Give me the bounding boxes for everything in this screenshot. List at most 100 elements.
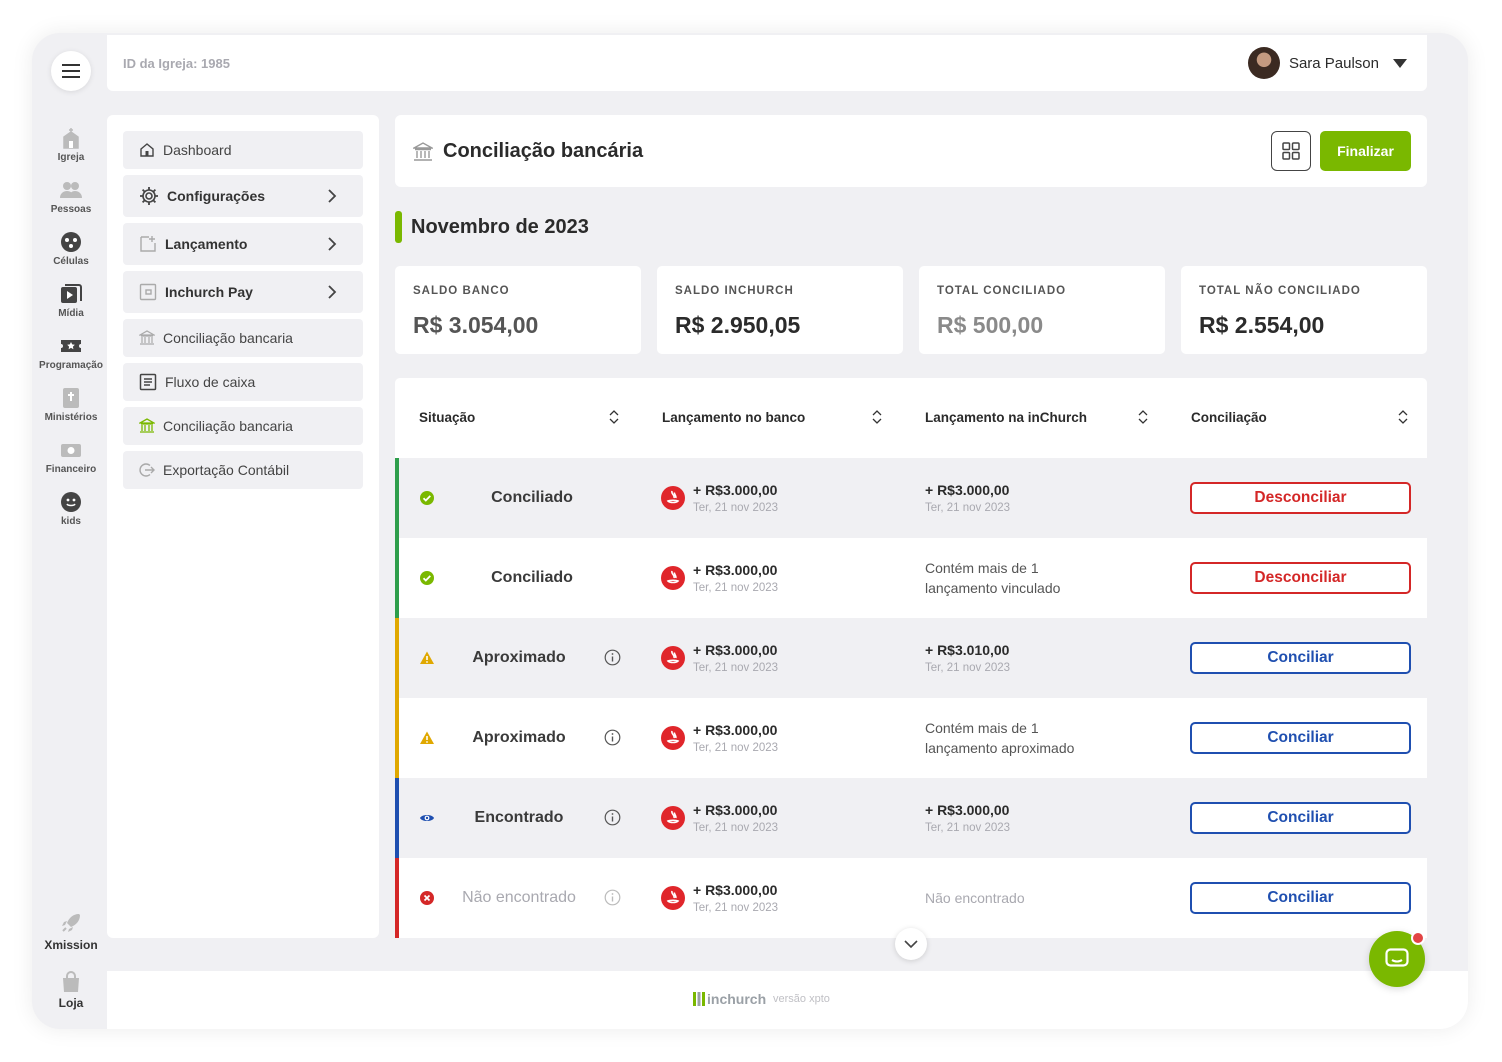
scroll-down-button[interactable] bbox=[895, 928, 927, 960]
brand-name: inchurch bbox=[707, 991, 767, 1007]
finalize-button[interactable]: Finalizar bbox=[1320, 131, 1411, 171]
subnav-label: Lançamento bbox=[165, 236, 248, 252]
chat-button[interactable] bbox=[1369, 931, 1425, 987]
kpi-value: R$ 500,00 bbox=[937, 312, 1044, 338]
inchurch-note: Contém mais de 1 lançamento vinculado bbox=[925, 558, 1125, 598]
unreconcile-button[interactable]: Desconciliar bbox=[1190, 562, 1411, 594]
status-label: Conciliado bbox=[491, 569, 573, 586]
rail-label: Xmission bbox=[44, 938, 98, 952]
reconcile-button[interactable]: Conciliar bbox=[1190, 802, 1411, 834]
shopping-bag-icon bbox=[63, 971, 79, 992]
rail-item-igreja[interactable]: Igreja bbox=[32, 127, 110, 163]
table-row: Conciliado + R$3.000,00 Ter, 21 nov 2023… bbox=[395, 458, 1427, 538]
gear-icon bbox=[140, 187, 158, 205]
subnav-label: Exportação Contábil bbox=[163, 462, 290, 478]
rail-item-kids[interactable]: kids bbox=[32, 491, 110, 527]
status-label: Aproximado bbox=[472, 729, 566, 746]
notification-dot bbox=[1411, 931, 1425, 945]
brand-logo: inchurch bbox=[693, 991, 766, 1007]
eye-icon bbox=[420, 815, 434, 821]
sort-icon[interactable] bbox=[1138, 410, 1148, 424]
add-document-icon bbox=[140, 236, 156, 252]
rail-label: Mídia bbox=[58, 308, 84, 319]
kpi-label: SALDO INCHURCH bbox=[675, 285, 794, 297]
wallet-icon bbox=[139, 283, 157, 301]
hamburger-icon bbox=[62, 64, 80, 78]
rail-item-xmission[interactable]: Xmission bbox=[32, 911, 110, 952]
kpi-label: SALDO BANCO bbox=[413, 285, 510, 297]
rail-item-celulas[interactable]: Células bbox=[32, 231, 110, 267]
status-accent bbox=[395, 778, 399, 858]
rail-item-programacao[interactable]: Programação bbox=[32, 335, 110, 371]
kpi-label: TOTAL NÃO CONCILIADO bbox=[1199, 285, 1361, 297]
rail-item-midia[interactable]: Mídia bbox=[32, 283, 110, 319]
bank-amount: + R$3.000,00 bbox=[693, 802, 778, 818]
list-icon bbox=[139, 373, 157, 391]
status-accent bbox=[395, 538, 399, 618]
santander-logo-icon bbox=[661, 726, 685, 750]
table-row: Conciliado + R$3.000,00 Ter, 21 nov 2023… bbox=[395, 538, 1427, 618]
top-bar: ID da Igreja: 1985 Sara Paulson bbox=[107, 35, 1427, 91]
sort-icon[interactable] bbox=[872, 410, 882, 424]
section-sidebar: Dashboard Configurações Lançamento Inchu… bbox=[107, 115, 379, 938]
menu-button[interactable] bbox=[51, 51, 91, 91]
santander-logo-icon bbox=[661, 566, 685, 590]
rail-item-loja[interactable]: Loja bbox=[32, 971, 110, 1010]
kpi-card-total-conciliado: TOTAL CONCILIADO R$ 500,00 bbox=[919, 266, 1165, 354]
subnav-item-exportacao[interactable]: Exportação Contábil bbox=[123, 451, 363, 489]
grid-view-button[interactable] bbox=[1271, 131, 1311, 171]
info-icon[interactable] bbox=[604, 889, 621, 906]
info-icon[interactable] bbox=[604, 649, 621, 666]
table-row: Aproximado + R$3.000,00 Ter, 21 nov 2023… bbox=[395, 618, 1427, 698]
santander-logo-icon bbox=[661, 486, 685, 510]
subnav-label: Dashboard bbox=[163, 142, 232, 158]
reconcile-button[interactable]: Conciliar bbox=[1190, 722, 1411, 754]
status-accent bbox=[395, 698, 399, 778]
column-header-situacao[interactable]: Situação bbox=[419, 410, 476, 425]
info-icon[interactable] bbox=[604, 729, 621, 746]
kpi-card-total-nao-conciliado: TOTAL NÃO CONCILIADO R$ 2.554,00 bbox=[1181, 266, 1427, 354]
subnav-item-lancamento[interactable]: Lançamento bbox=[123, 223, 363, 265]
rail-item-pessoas[interactable]: Pessoas bbox=[32, 179, 110, 215]
status-accent bbox=[395, 458, 399, 538]
kids-icon bbox=[61, 492, 81, 512]
media-icon bbox=[61, 284, 82, 303]
rail-label: Programação bbox=[39, 360, 103, 371]
subnav-item-fluxo-de-caixa[interactable]: Fluxo de caixa bbox=[123, 363, 363, 401]
period-accent bbox=[395, 211, 402, 243]
reconcile-button[interactable]: Conciliar bbox=[1190, 882, 1411, 914]
check-circle-icon bbox=[420, 491, 434, 505]
period-label: Novembro de 2023 bbox=[411, 215, 589, 238]
user-menu[interactable]: Sara Paulson bbox=[1247, 47, 1407, 79]
rail-item-ministerios[interactable]: Ministérios bbox=[32, 387, 110, 423]
chat-icon bbox=[1385, 948, 1409, 967]
bible-icon bbox=[63, 388, 79, 408]
santander-logo-icon bbox=[661, 646, 685, 670]
info-icon[interactable] bbox=[604, 809, 621, 826]
rail-item-financeiro[interactable]: Financeiro bbox=[32, 439, 110, 475]
column-header-conciliacao[interactable]: Conciliação bbox=[1191, 410, 1267, 425]
kpi-value: R$ 2.554,00 bbox=[1199, 312, 1325, 338]
status-label: Aproximado bbox=[472, 649, 566, 666]
subnav-item-dashboard[interactable]: Dashboard bbox=[123, 131, 363, 169]
bank-date: Ter, 21 nov 2023 bbox=[693, 662, 779, 674]
unreconcile-button[interactable]: Desconciliar bbox=[1190, 482, 1411, 514]
subnav-item-configuracoes[interactable]: Configurações bbox=[123, 175, 363, 217]
column-header-banco[interactable]: Lançamento no banco bbox=[662, 410, 806, 425]
brand-mark-icon bbox=[693, 992, 705, 1006]
sort-icon[interactable] bbox=[609, 410, 619, 424]
subnav-item-conciliacao-1[interactable]: Conciliação bancaria bbox=[123, 319, 363, 357]
column-header-inchurch[interactable]: Lançamento na inChurch bbox=[925, 410, 1088, 425]
people-icon bbox=[60, 182, 82, 198]
caret-down-icon bbox=[1393, 58, 1407, 68]
subnav-item-inchurch-pay[interactable]: Inchurch Pay bbox=[123, 271, 363, 313]
subnav-label: Conciliação bancaria bbox=[163, 418, 293, 434]
inchurch-note: Não encontrado bbox=[925, 890, 1025, 906]
rail-label: Igreja bbox=[57, 152, 85, 163]
app-frame: Igreja Pessoas Células Mídia Programação… bbox=[32, 33, 1468, 1029]
sort-icon[interactable] bbox=[1398, 410, 1408, 424]
reconcile-button[interactable]: Conciliar bbox=[1190, 642, 1411, 674]
check-circle-icon bbox=[420, 571, 434, 585]
inchurch-amount: + R$3.000,00 bbox=[925, 802, 1010, 818]
subnav-item-conciliacao-2[interactable]: Conciliação bancaria bbox=[123, 407, 363, 445]
